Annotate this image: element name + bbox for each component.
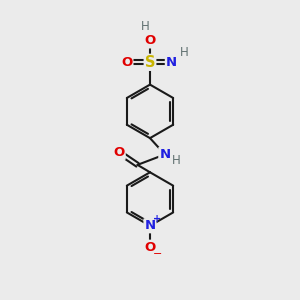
Text: O: O [144, 34, 156, 47]
Text: +: + [153, 214, 161, 224]
Text: H: H [141, 20, 150, 33]
Text: −: − [153, 249, 162, 259]
Text: H: H [172, 154, 181, 167]
Text: S: S [145, 55, 155, 70]
Text: N: N [159, 148, 170, 161]
Text: O: O [121, 56, 132, 69]
Text: H: H [179, 46, 188, 59]
Text: O: O [113, 146, 125, 159]
Text: N: N [144, 219, 156, 232]
Text: O: O [144, 241, 156, 254]
Text: N: N [166, 56, 177, 69]
